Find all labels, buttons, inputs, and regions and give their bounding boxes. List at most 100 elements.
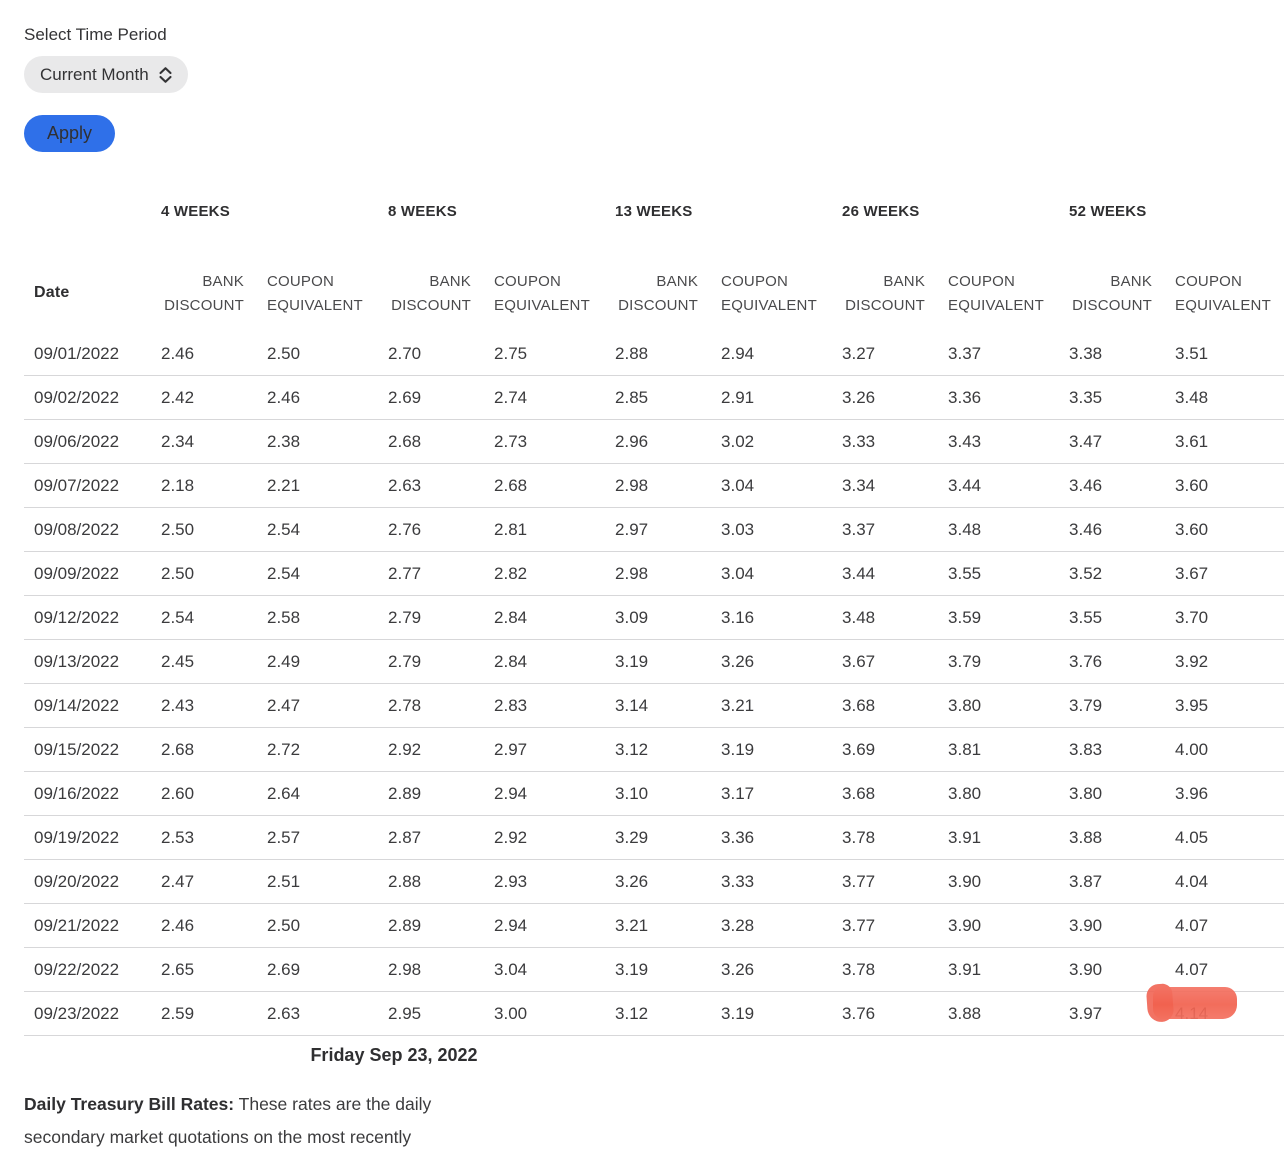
bank-discount-value: 2.97 bbox=[615, 507, 720, 552]
coupon-equivalent-value: 3.19 bbox=[719, 727, 843, 772]
coupon-equivalent-value: 3.04 bbox=[719, 463, 843, 508]
coupon-equivalent-value: 2.91 bbox=[719, 375, 843, 420]
coupon-equivalent-value: 3.33 bbox=[719, 859, 843, 904]
table-row: 09/13/2022 2.45 2.49 2.79 2.84 3.19 3.26 3.67 3.… bbox=[24, 639, 1284, 684]
bank-discount-header-52w: BANK DISCOUNT bbox=[1072, 273, 1153, 314]
coupon-equivalent-value: 3.04 bbox=[492, 947, 616, 992]
bank-discount-value: 2.85 bbox=[615, 375, 720, 420]
coupon-equivalent-value: 3.60 bbox=[1173, 507, 1284, 552]
coupon-equivalent-value: 4.00 bbox=[1173, 727, 1284, 772]
coupon-equivalent-value: 2.68 bbox=[492, 463, 616, 508]
date-cell: 09/20/2022 bbox=[24, 859, 161, 904]
bank-discount-value: 3.12 bbox=[615, 991, 720, 1036]
bank-discount-value: 3.76 bbox=[842, 991, 947, 1036]
bank-discount-value: 3.14 bbox=[615, 683, 720, 728]
bank-discount-value: 3.35 bbox=[1069, 375, 1174, 420]
coupon-equivalent-value: 2.94 bbox=[492, 771, 616, 816]
bank-discount-value: 2.50 bbox=[161, 551, 265, 596]
date-cell: 09/06/2022 bbox=[24, 419, 161, 464]
coupon-equivalent-value: 2.97 bbox=[492, 727, 616, 772]
bank-discount-value: 2.18 bbox=[161, 463, 265, 508]
coupon-equivalent-value: 2.74 bbox=[492, 375, 616, 420]
coupon-equivalent-value: 3.59 bbox=[946, 595, 1070, 640]
coupon-equivalent-value: 3.26 bbox=[719, 639, 843, 684]
date-column-header: Date bbox=[34, 284, 70, 301]
table-row: 09/23/2022 2.59 2.63 2.95 3.00 3.12 3.19 3.76 3.… bbox=[24, 991, 1284, 1036]
coupon-equivalent-value: 4.05 bbox=[1173, 815, 1284, 860]
bank-discount-value: 3.78 bbox=[842, 815, 947, 860]
coupon-equivalent-header-13w: COUPON EQUIVALENT bbox=[721, 273, 817, 314]
bank-discount-value: 3.76 bbox=[1069, 639, 1174, 684]
bank-discount-value: 3.26 bbox=[615, 859, 720, 904]
table-row: 09/20/2022 2.47 2.51 2.88 2.93 3.26 3.33 3.77 3.… bbox=[24, 859, 1284, 904]
table-row: 09/08/2022 2.50 2.54 2.76 2.81 2.97 3.03 3.37 3.… bbox=[24, 507, 1284, 552]
coupon-equivalent-value: 2.21 bbox=[265, 463, 389, 508]
bank-discount-value: 2.92 bbox=[388, 727, 493, 772]
coupon-equivalent-header-52w: COUPON EQUIVALENT bbox=[1175, 273, 1271, 314]
bank-discount-value: 3.47 bbox=[1069, 419, 1174, 464]
bank-discount-value: 3.19 bbox=[615, 639, 720, 684]
coupon-equivalent-value: 2.46 bbox=[265, 375, 389, 420]
group-header-4-weeks: 4 WEEKS bbox=[161, 203, 230, 220]
coupon-equivalent-value: 2.73 bbox=[492, 419, 616, 464]
coupon-equivalent-value: 3.79 bbox=[946, 639, 1070, 684]
bank-discount-value: 3.34 bbox=[842, 463, 947, 508]
coupon-equivalent-value: 3.88 bbox=[946, 991, 1070, 1036]
coupon-equivalent-value: 3.67 bbox=[1173, 551, 1284, 596]
coupon-equivalent-value: 2.50 bbox=[265, 332, 389, 376]
bank-discount-value: 3.55 bbox=[1069, 595, 1174, 640]
time-period-select[interactable]: Current Month bbox=[24, 56, 188, 93]
bank-discount-value: 2.79 bbox=[388, 639, 493, 684]
coupon-equivalent-value: 2.93 bbox=[492, 859, 616, 904]
bank-discount-value: 3.19 bbox=[615, 947, 720, 992]
bank-discount-value: 3.80 bbox=[1069, 771, 1174, 816]
bank-discount-value: 3.26 bbox=[842, 375, 947, 420]
coupon-equivalent-value: 2.54 bbox=[265, 551, 389, 596]
coupon-equivalent-value: 4.14 bbox=[1173, 991, 1284, 1036]
date-cell: 09/22/2022 bbox=[24, 947, 161, 992]
coupon-equivalent-value: 4.07 bbox=[1173, 903, 1284, 948]
coupon-equivalent-value: 3.44 bbox=[946, 463, 1070, 508]
apply-button[interactable]: Apply bbox=[24, 115, 116, 152]
bank-discount-value: 2.77 bbox=[388, 551, 493, 596]
date-cell: 09/12/2022 bbox=[24, 595, 161, 640]
table-row: 09/16/2022 2.60 2.64 2.89 2.94 3.10 3.17 3.68 3.… bbox=[24, 771, 1284, 816]
coupon-equivalent-value: 2.63 bbox=[265, 991, 389, 1036]
bank-discount-value: 3.69 bbox=[842, 727, 947, 772]
coupon-equivalent-value: 2.54 bbox=[265, 507, 389, 552]
coupon-equivalent-value: 3.28 bbox=[719, 903, 843, 948]
coupon-equivalent-value: 3.91 bbox=[946, 947, 1070, 992]
bank-discount-value: 2.34 bbox=[161, 419, 265, 464]
bank-discount-value: 3.88 bbox=[1069, 815, 1174, 860]
bank-discount-header-8w: BANK DISCOUNT bbox=[391, 273, 472, 314]
bank-discount-value: 2.59 bbox=[161, 991, 265, 1036]
coupon-equivalent-value: 3.70 bbox=[1173, 595, 1284, 640]
bank-discount-value: 2.68 bbox=[388, 419, 493, 464]
coupon-equivalent-value: 4.04 bbox=[1173, 859, 1284, 904]
bank-discount-header-26w: BANK DISCOUNT bbox=[845, 273, 926, 314]
coupon-equivalent-value: 3.37 bbox=[946, 332, 1070, 376]
bank-discount-value: 2.87 bbox=[388, 815, 493, 860]
coupon-equivalent-value: 2.51 bbox=[265, 859, 389, 904]
date-cell: 09/15/2022 bbox=[24, 727, 161, 772]
bank-discount-value: 2.95 bbox=[388, 991, 493, 1036]
table-row: 09/19/2022 2.53 2.57 2.87 2.92 3.29 3.36 3.78 3.… bbox=[24, 815, 1284, 860]
coupon-equivalent-value: 3.92 bbox=[1173, 639, 1284, 684]
table-row: 09/15/2022 2.68 2.72 2.92 2.97 3.12 3.19 3.69 3.… bbox=[24, 727, 1284, 772]
bank-discount-value: 3.33 bbox=[842, 419, 947, 464]
bank-discount-value: 3.27 bbox=[842, 332, 947, 376]
date-cell: 09/08/2022 bbox=[24, 507, 161, 552]
bank-discount-value: 2.69 bbox=[388, 375, 493, 420]
bank-discount-header-4w: BANK DISCOUNT bbox=[164, 273, 244, 314]
bank-discount-value: 3.79 bbox=[1069, 683, 1174, 728]
coupon-equivalent-value: 3.80 bbox=[946, 683, 1070, 728]
bank-discount-value: 2.50 bbox=[161, 507, 265, 552]
coupon-equivalent-value: 3.16 bbox=[719, 595, 843, 640]
bank-discount-value: 2.98 bbox=[615, 463, 720, 508]
coupon-equivalent-value: 3.26 bbox=[719, 947, 843, 992]
coupon-equivalent-value: 3.36 bbox=[719, 815, 843, 860]
term-group-header-row: 4 WEEKS 8 WEEKS 13 WEEKS 26 WEEKS 52 WEE… bbox=[24, 195, 1284, 243]
date-cell: 09/01/2022 bbox=[24, 332, 161, 376]
coupon-equivalent-value: 2.49 bbox=[265, 639, 389, 684]
bank-discount-value: 3.44 bbox=[842, 551, 947, 596]
